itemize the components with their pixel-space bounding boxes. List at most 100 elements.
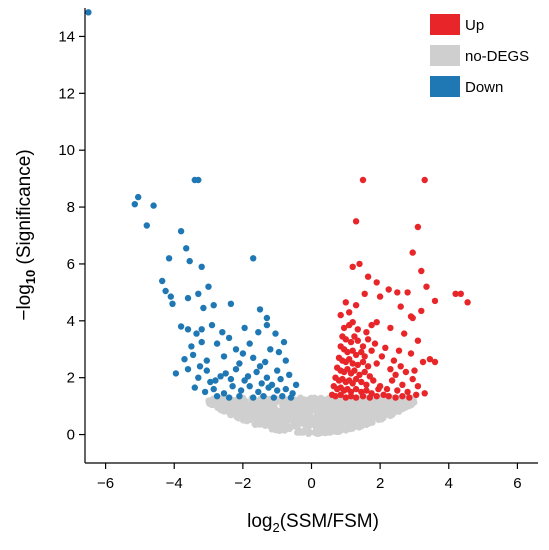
down-point: [250, 354, 257, 361]
no-degs-point: [228, 410, 235, 417]
no-degs-point: [257, 405, 264, 413]
up-point: [352, 351, 360, 359]
down-point: [286, 371, 293, 378]
down-point: [188, 343, 195, 350]
up-point: [361, 353, 368, 360]
up-point: [452, 290, 459, 297]
up-point: [354, 326, 361, 333]
up-point: [352, 302, 360, 309]
up-point: [392, 371, 399, 378]
down-point: [198, 263, 205, 270]
up-point: [356, 260, 363, 268]
legend-label-up: Up: [465, 17, 484, 34]
no-degs-point: [313, 422, 320, 429]
x-tick-label: −6: [97, 475, 114, 492]
down-point: [263, 321, 271, 329]
down-point: [239, 350, 247, 357]
no-degs-point: [375, 414, 383, 421]
up-point: [388, 377, 396, 384]
no-degs-point: [361, 412, 368, 419]
up-point: [413, 391, 420, 398]
down-point: [200, 304, 207, 312]
no-degs-point: [351, 418, 358, 425]
up-point: [364, 273, 372, 280]
up-point: [431, 297, 439, 305]
up-point: [337, 311, 344, 319]
y-tick-label: 2: [67, 370, 75, 387]
up-point: [359, 358, 367, 366]
up-point: [402, 368, 410, 376]
no-degs-point: [314, 430, 321, 437]
up-point: [387, 366, 394, 373]
no-degs-point: [249, 413, 257, 420]
up-point: [347, 338, 355, 346]
no-degs-point: [287, 413, 294, 420]
down-point: [213, 340, 221, 347]
up-point: [414, 223, 422, 231]
up-point: [409, 249, 416, 256]
down-point: [198, 326, 205, 333]
down-point: [246, 340, 253, 347]
up-point: [352, 218, 360, 225]
no-degs-point: [348, 424, 356, 432]
no-degs-point: [335, 419, 342, 427]
up-point: [394, 387, 401, 394]
up-point: [383, 385, 391, 393]
no-degs-point: [316, 412, 324, 420]
up-point: [407, 350, 415, 357]
no-degs-point: [379, 396, 387, 403]
y-axis-ticks: 0 2 4 6 8 10 12 14: [58, 28, 85, 444]
no-degs-point: [355, 407, 362, 414]
no-degs-point: [375, 405, 382, 413]
down-point: [85, 9, 92, 16]
no-degs-point: [365, 408, 373, 416]
up-point: [352, 385, 360, 393]
down-point: [150, 202, 157, 209]
down-point: [193, 330, 200, 337]
up-point: [363, 387, 370, 394]
no-degs-point: [238, 404, 245, 411]
down-point: [246, 383, 253, 390]
down-point: [195, 374, 202, 381]
down-point: [189, 351, 197, 359]
up-point: [376, 293, 384, 300]
down-point: [201, 388, 209, 396]
no-degs-point: [306, 398, 313, 405]
up-point: [346, 356, 353, 363]
down-point: [191, 384, 198, 391]
no-degs-point: [354, 401, 361, 409]
down-point: [244, 373, 252, 380]
no-degs-point: [322, 429, 329, 437]
no-degs-point: [336, 404, 343, 411]
no-degs-point: [347, 409, 355, 416]
up-point: [421, 390, 428, 397]
up-point: [397, 363, 404, 370]
x-tick-label: −4: [166, 475, 183, 492]
down-point: [274, 387, 281, 394]
no-degs-point: [228, 399, 235, 407]
down-point: [225, 394, 233, 401]
up-point: [366, 373, 373, 380]
up-point: [423, 283, 430, 290]
up-point: [378, 353, 386, 360]
no-degs-point: [330, 423, 337, 430]
no-degs-point: [383, 406, 390, 413]
legend-swatch-no-degs: [430, 45, 460, 66]
down-point: [220, 353, 228, 360]
down-point: [131, 201, 138, 208]
up-point: [431, 358, 439, 366]
down-point: [135, 193, 142, 201]
y-tick-label: 12: [58, 85, 75, 102]
down-point: [277, 375, 284, 383]
up-point: [354, 337, 361, 344]
down-point: [263, 314, 271, 322]
no-degs-point: [259, 412, 267, 419]
up-point: [366, 394, 373, 401]
up-point: [346, 309, 353, 316]
no-degs-point: [300, 396, 308, 403]
down-point: [227, 300, 235, 307]
no-degs-point: [354, 413, 362, 420]
up-point: [349, 319, 356, 326]
no-degs-points: [205, 394, 418, 438]
down-point: [196, 363, 204, 370]
